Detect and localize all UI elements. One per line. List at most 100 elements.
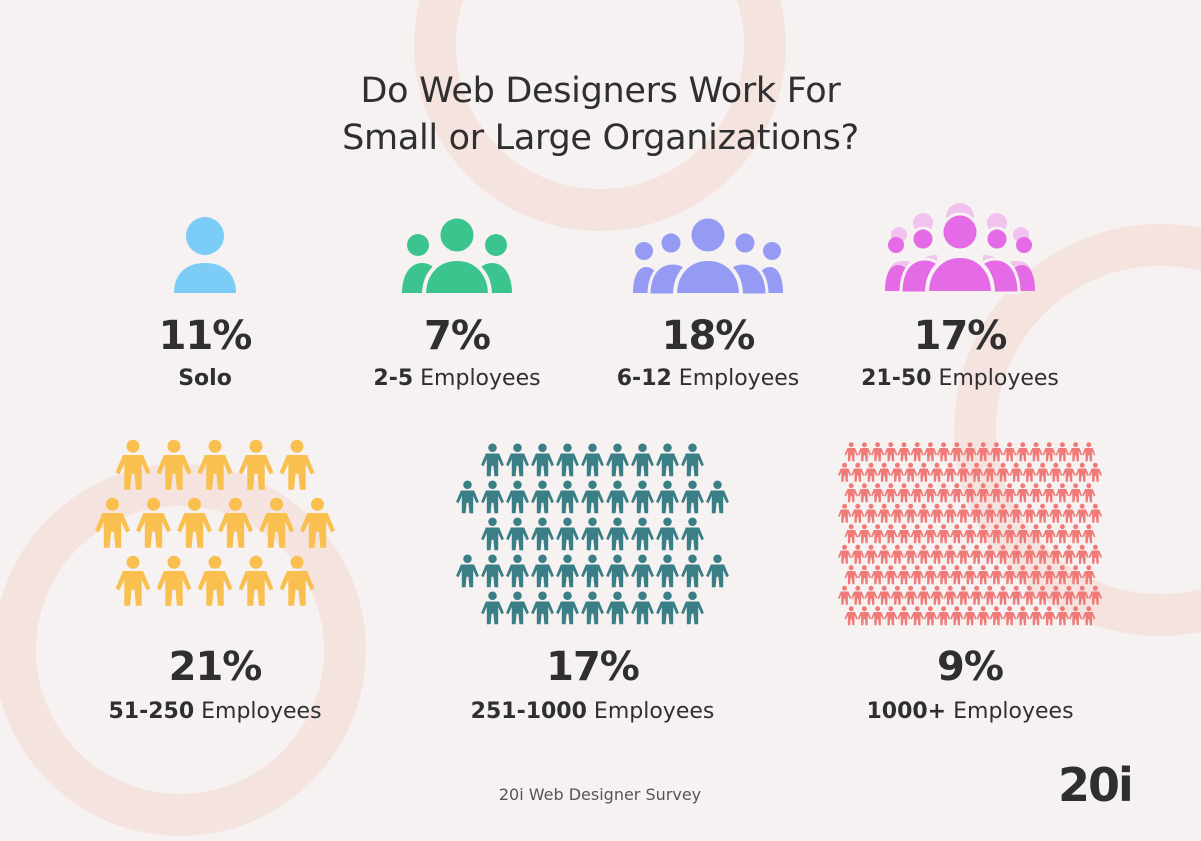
person-icon (910, 442, 924, 462)
person-icon (963, 483, 977, 503)
person-icon (556, 591, 579, 625)
person-icon (970, 585, 984, 605)
person-icon (923, 606, 937, 626)
person-icon (1088, 544, 1102, 564)
person-icon (871, 524, 885, 544)
person-icon (1062, 462, 1076, 482)
person-icon (943, 544, 957, 564)
person-icon (1082, 524, 1096, 544)
person-icon (681, 480, 704, 514)
person-icon (1055, 524, 1069, 544)
person-icon (950, 606, 964, 626)
source-caption: 20i Web Designer Survey (498, 785, 702, 804)
person-icon (897, 442, 911, 462)
person-icon (156, 440, 192, 490)
person-icon (857, 606, 871, 626)
person-icon (631, 443, 654, 477)
person-icon (877, 503, 891, 523)
person-icon (923, 565, 937, 585)
person-icon (581, 591, 604, 625)
person-icon (656, 554, 679, 588)
person-icon (556, 517, 579, 551)
person-icon (877, 544, 891, 564)
person-icon (857, 565, 871, 585)
person-icon (910, 483, 924, 503)
person-icon (238, 555, 274, 606)
person-icon (976, 483, 990, 503)
person-icon (1055, 565, 1069, 585)
person-icon (897, 565, 911, 585)
person-icon (1003, 606, 1017, 626)
person-icon (884, 565, 898, 585)
person-icon (656, 443, 679, 477)
title-line-1: Do Web Designers Work For (360, 71, 841, 111)
person-icon (1042, 565, 1056, 585)
category-solo: 11% Solo (105, 210, 305, 400)
huge-crowd-icon (838, 442, 1102, 626)
person-icon (943, 462, 957, 482)
percent-2-5: 7% (424, 313, 491, 359)
category-51-250: 21% 51-250 Employees (90, 440, 340, 730)
person-icon (556, 443, 579, 477)
person-icon (950, 442, 964, 462)
category-21-50: 17% 21-50 Employees (840, 200, 1080, 400)
person-icon (506, 591, 529, 625)
person-icon (904, 585, 918, 605)
label-6-12-bold: 6-12 (616, 366, 672, 391)
person-icon (1016, 442, 1030, 462)
person-icon (970, 544, 984, 564)
person-icon (115, 555, 151, 606)
label-2-5-rest: Employees (413, 366, 541, 391)
person-icon (1062, 503, 1076, 523)
person-icon (1029, 524, 1043, 544)
label-51-250: 51-250 Employees (90, 698, 340, 726)
person-icon (1022, 503, 1036, 523)
person-icon (1088, 462, 1102, 482)
person-icon (956, 585, 970, 605)
person-icon (844, 483, 858, 503)
brand-logo: 20i (1058, 758, 1134, 812)
person-icon (851, 585, 865, 605)
person-icon (1016, 606, 1030, 626)
person-icon (1088, 503, 1102, 523)
person-icon (923, 442, 937, 462)
person-icon (904, 462, 918, 482)
person-icon (1069, 524, 1083, 544)
label-1000-plus: 1000+ Employees (830, 698, 1110, 726)
group-icon (633, 215, 783, 297)
person-icon (1062, 585, 1076, 605)
person-icon (556, 554, 579, 588)
person-icon (238, 440, 274, 490)
person-icon (1036, 503, 1050, 523)
person-icon (857, 483, 871, 503)
person-icon (864, 544, 878, 564)
person-icon (897, 483, 911, 503)
percent-6-12: 18% (661, 313, 756, 359)
label-21-50-bold: 21-50 (861, 366, 932, 391)
label-51-250-bold: 51-250 (108, 699, 195, 724)
person-icon (937, 483, 951, 503)
person-icon (897, 524, 911, 544)
person-icon (851, 503, 865, 523)
person-icon (1062, 544, 1076, 564)
person-icon (177, 497, 212, 548)
person-icon (556, 480, 579, 514)
person-icon (950, 565, 964, 585)
person-icon (95, 497, 130, 548)
percent-251-1000: 17% (546, 644, 640, 690)
person-icon (706, 480, 729, 514)
person-icon (857, 442, 871, 462)
person-icon (1003, 524, 1017, 544)
person-icon (259, 497, 294, 548)
label-solo-bold: Solo (178, 366, 232, 391)
person-icon (930, 585, 944, 605)
person-icon (890, 544, 904, 564)
person-icon (844, 606, 858, 626)
person-icon (871, 606, 885, 626)
person-icon (1088, 585, 1102, 605)
person-icon (989, 524, 1003, 544)
person-icon (917, 585, 931, 605)
large-crowd-icon (456, 443, 729, 625)
person-icon (838, 585, 852, 605)
person-icon (279, 440, 315, 490)
